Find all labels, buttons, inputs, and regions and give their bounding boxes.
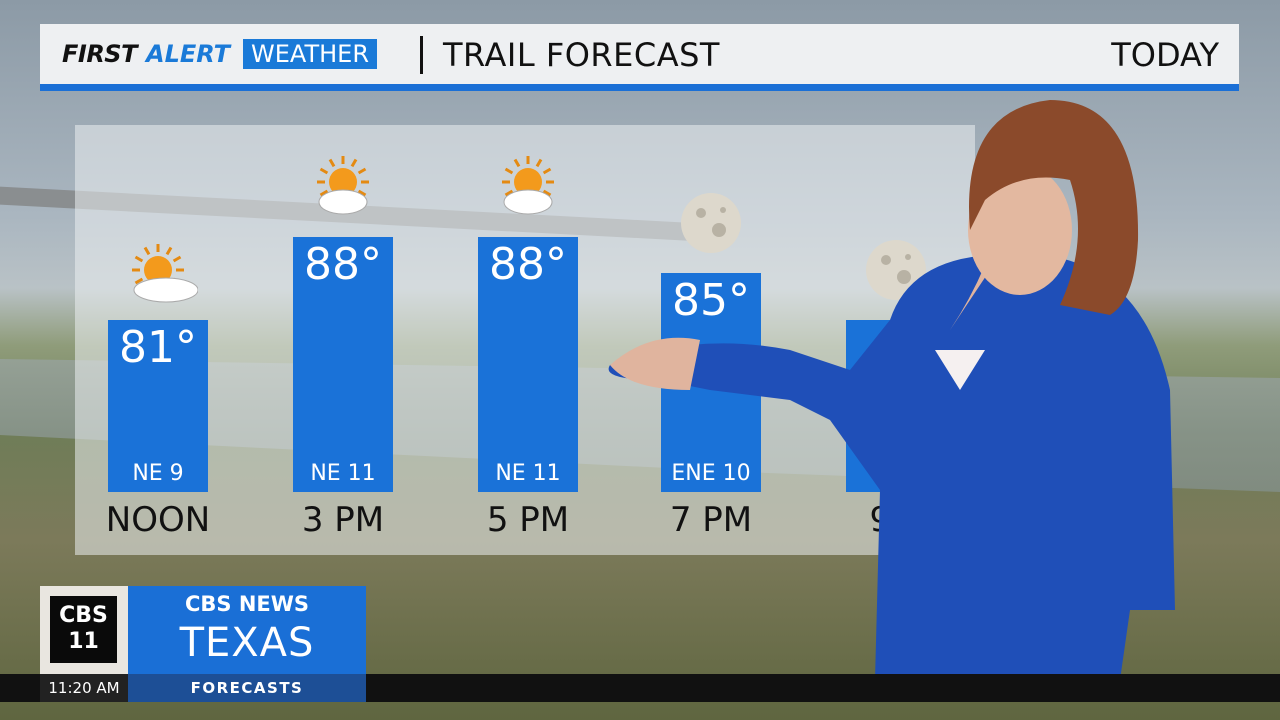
brand-first: FIRST [62,40,137,68]
temperature-label: 88° [489,238,567,290]
presenter [608,100,1175,680]
temperature-bar: 88° NE 11 [293,236,393,492]
wind-label: NE 11 [495,460,561,486]
moon-icon [671,188,751,258]
temperature-label: 88° [304,238,382,290]
temperature-bar: 81° NE 9 [108,320,208,492]
temperature-label: 85° [672,274,750,326]
wind-label: NE 9 [132,461,184,486]
station-logo-text: CBS 11 [50,596,117,663]
time-label: 5 PM [486,500,570,540]
time-label: NOON [105,500,211,540]
page-title: TRAIL FORECAST [443,36,720,74]
network-name: CBS NEWS [184,592,310,616]
clock: 11:20 AM [40,674,128,702]
region-name: TEXAS [179,620,315,666]
network-banner: CBS NEWS TEXAS [128,586,366,674]
divider [420,36,423,74]
moon-icon [856,235,936,305]
sun-clouds-icon [303,152,383,222]
brand-weather: WEATHER [243,39,377,69]
time-label: 7 PM [669,500,753,540]
period-label: TODAY [1111,36,1219,74]
brand-alert: ALERT [146,40,231,68]
wind-label: ENE 10 [671,460,751,486]
time-label: 3 PM [301,500,385,540]
header-bar: FIRST ALERT WEATHER TRAIL FORECAST TODAY [40,24,1239,91]
temperature-label: 81° [119,322,197,373]
temperature-bar: 88° NE 11 [478,236,578,492]
accent-stripe [40,84,1239,91]
section-label: FORECASTS [128,674,366,702]
station-logo: CBS 11 [40,586,128,674]
sun-clouds-icon [488,152,568,222]
wind-label: NE 11 [310,460,376,486]
partly-cloudy-icon [118,240,199,310]
